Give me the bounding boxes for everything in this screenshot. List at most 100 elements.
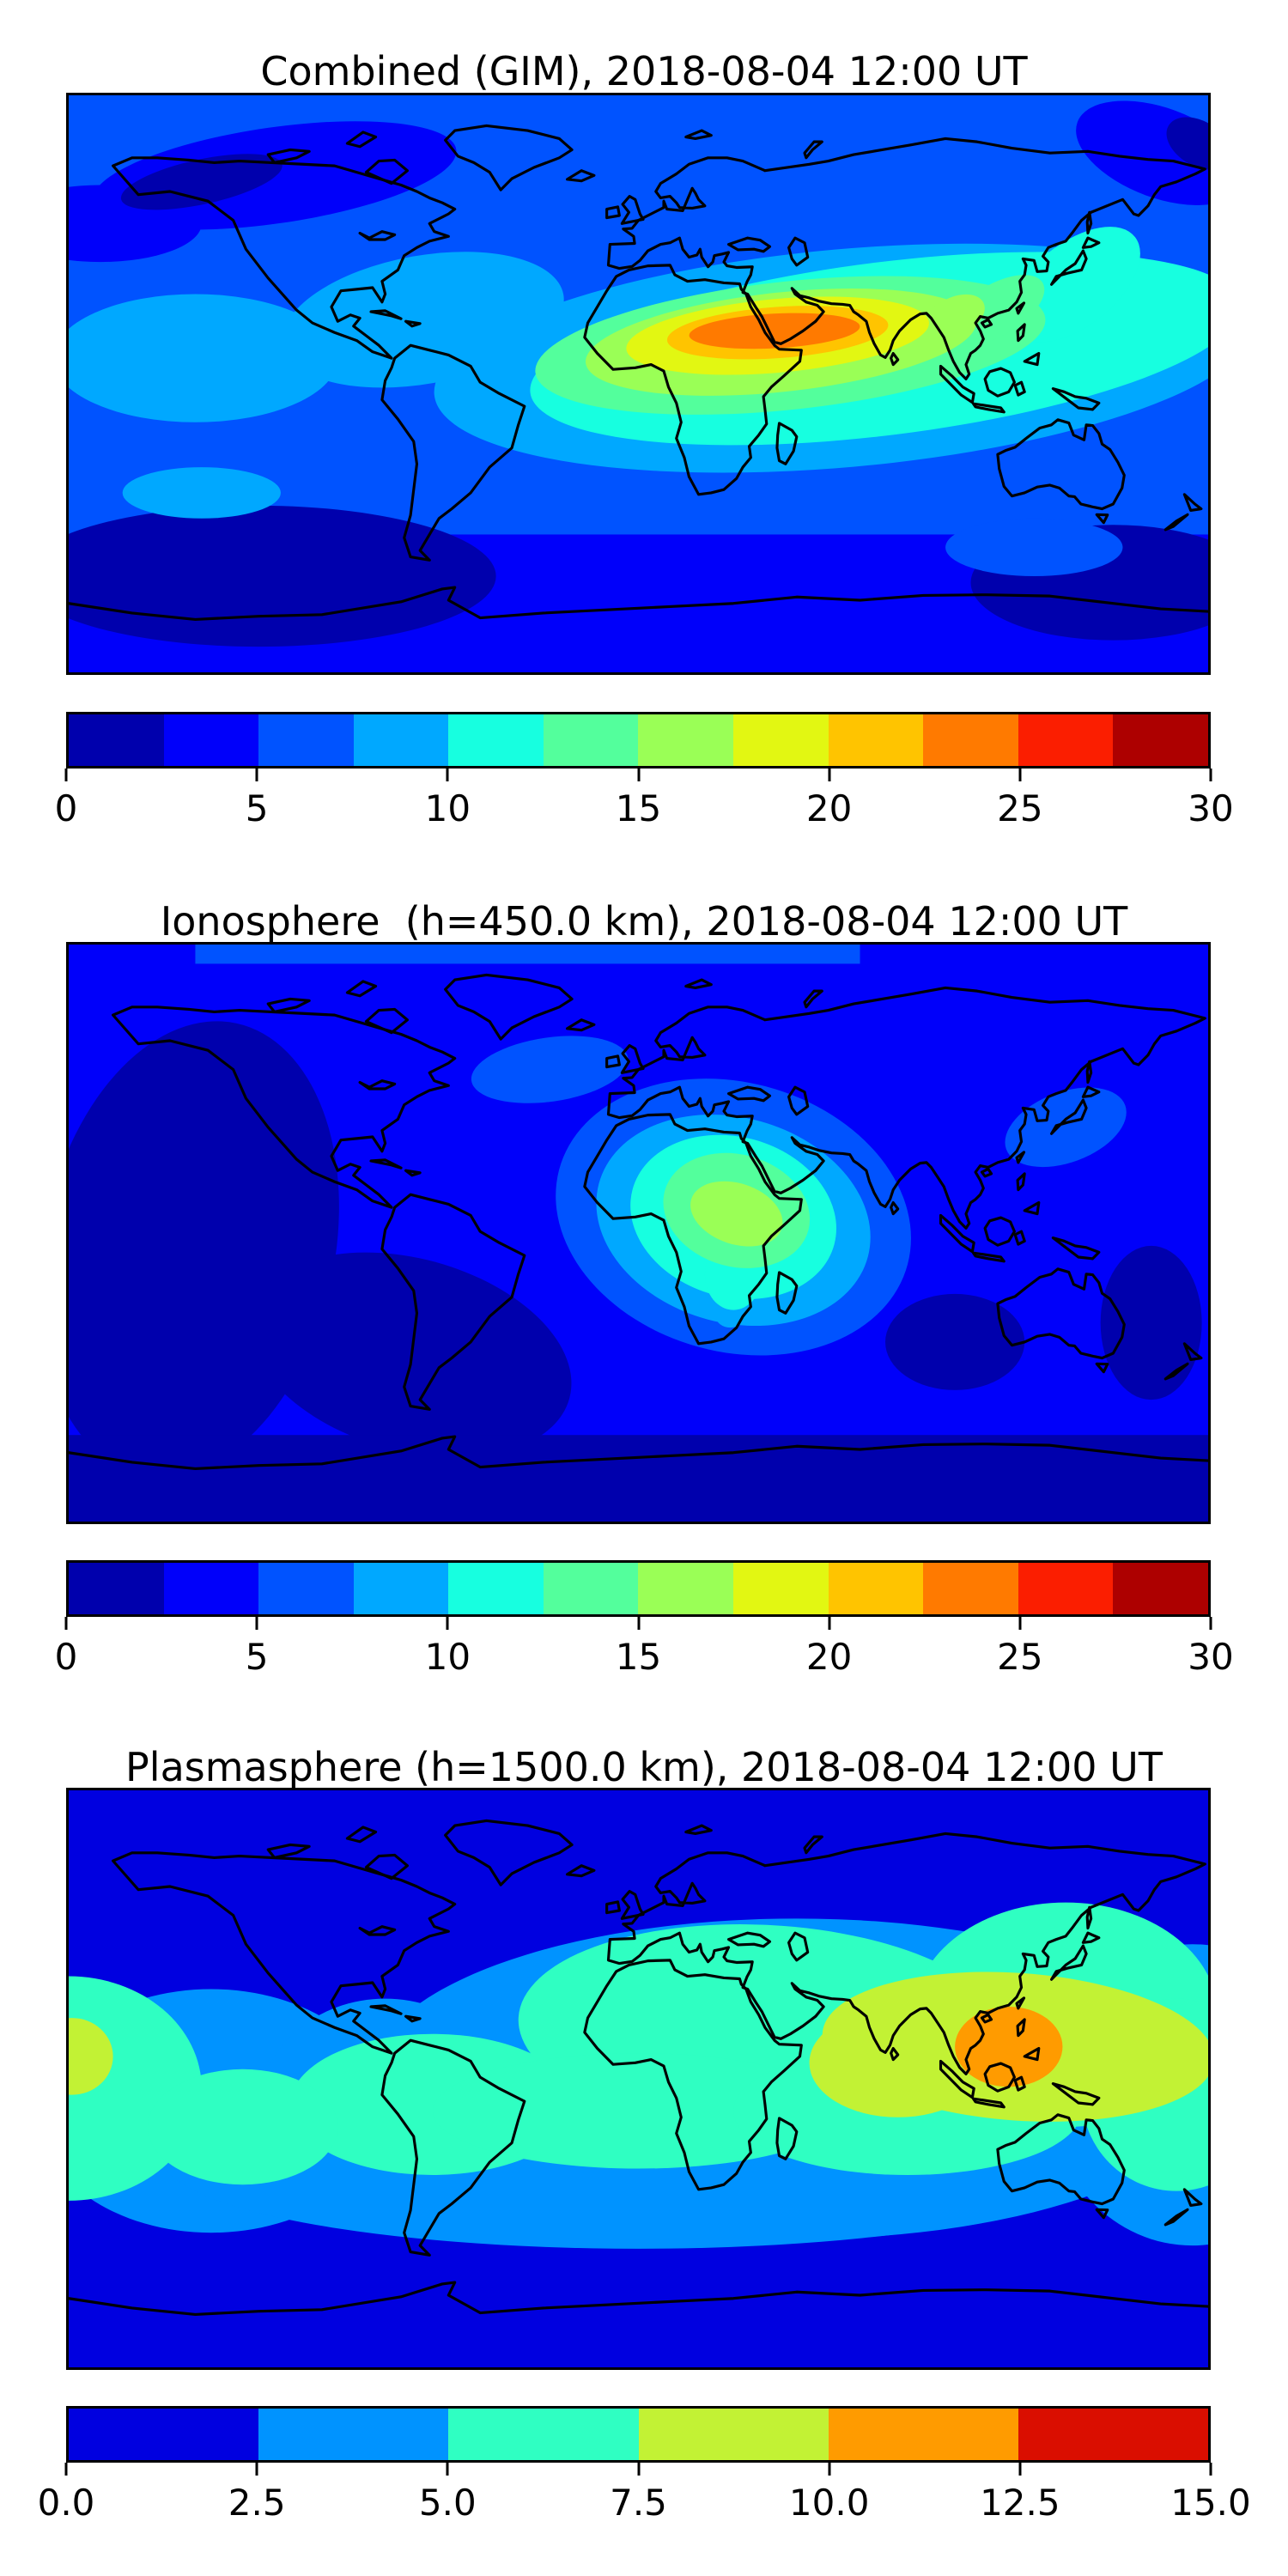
colorbar-tick-mark (255, 769, 258, 781)
colorbar-tick-mark (255, 2463, 258, 2476)
map-ionosphere (66, 942, 1211, 1524)
colorbar-combined (66, 712, 1211, 769)
contour-region (69, 1435, 1208, 1522)
contour-region (1100, 1245, 1202, 1400)
colorbar-tick-mark (446, 2463, 449, 2476)
colorbar-tick-label: 5 (245, 1636, 269, 1678)
contour-region (120, 154, 283, 210)
colorbar-segment (638, 2409, 829, 2460)
colorbar-segment (353, 714, 449, 766)
colorbar-segment (1018, 2409, 1209, 2460)
contour-region (471, 1036, 629, 1103)
contour-region (69, 2018, 113, 2095)
colorbar-tick-label: 2.5 (228, 2482, 286, 2524)
colorbar-combined-labels: 0 5 10 15 20 25 30 (55, 787, 1234, 832)
colorbar-tick-mark (446, 1617, 449, 1630)
colorbar-combined-ticks (64, 769, 1212, 781)
colorbar-plasmasphere-labels: 0.0 2.5 5.0 7.5 10.0 12.5 15.0 (38, 2482, 1251, 2526)
colorbar-tick-mark (1018, 1617, 1022, 1630)
colorbar-tick-label: 30 (1188, 1636, 1234, 1678)
colorbar-segment (733, 1563, 829, 1614)
colorbar-tick-mark (446, 769, 449, 781)
colorbar-tick-label: 25 (997, 1636, 1043, 1678)
colorbar-tick-mark (255, 1617, 258, 1630)
colorbar-tick-label: 15.0 (1170, 2482, 1251, 2524)
contour-region (809, 2008, 987, 2117)
contour-region (148, 2069, 338, 2185)
colorbar-segment (733, 714, 829, 766)
colorbar-tick-label: 10.0 (788, 2482, 870, 2524)
colorbar-tick-mark (1209, 2463, 1212, 2476)
colorbar-tick-label: 25 (997, 787, 1043, 829)
contour-region (195, 945, 860, 964)
contour-region (69, 294, 338, 422)
colorbar-tick-label: 5 (245, 787, 269, 829)
contour-region (1005, 1087, 1127, 1168)
colorbar-segment (448, 1563, 544, 1614)
colorbar-tick-label: 0 (54, 787, 78, 829)
contour-region (715, 1305, 744, 1328)
contour-region (432, 2053, 845, 2169)
colorbar-segment (258, 714, 354, 766)
colorbar-tick-label: 15 (615, 1636, 662, 1678)
colorbar-tick-label: 0 (54, 1636, 78, 1678)
colorbar-segment (163, 714, 259, 766)
contour-region (925, 294, 985, 339)
colorbar-segment (923, 714, 1018, 766)
colorbar-tick-label: 7.5 (610, 2482, 667, 2524)
colorbar-segment (69, 1563, 164, 1614)
colorbar-tick-mark (1018, 769, 1022, 781)
colorbar-plasmasphere (66, 2406, 1211, 2463)
colorbar-segment (448, 714, 544, 766)
colorbar-tick-mark (1018, 2463, 1022, 2476)
colorbar-segment (69, 2409, 259, 2460)
colorbar-segment (638, 714, 734, 766)
map-combined-gim (66, 93, 1211, 675)
colorbar-tick-mark (828, 1617, 831, 1630)
colorbar-tick-label: 0.0 (37, 2482, 95, 2524)
colorbar-segment (258, 1563, 354, 1614)
colorbar-segment (828, 1563, 924, 1614)
colorbar-segment (1113, 1563, 1208, 1614)
colorbar-tick-mark (1209, 1617, 1212, 1630)
colorbar-segment (828, 2409, 1018, 2460)
colorbar-tick-label: 15 (615, 787, 662, 829)
contour-region (690, 1181, 783, 1247)
colorbar-segment (1018, 1563, 1114, 1614)
colorbar-tick-mark (637, 1617, 640, 1630)
contour-region (1166, 117, 1208, 170)
colorbar-tick-mark (64, 769, 68, 781)
colorbar-segment (258, 2409, 449, 2460)
colorbar-segment (828, 714, 924, 766)
colorbar-ionosphere-labels: 0 5 10 15 20 25 30 (55, 1636, 1234, 1680)
colorbar-segment (543, 1563, 639, 1614)
colorbar-tick-label: 20 (805, 787, 853, 829)
map-plasmasphere (66, 1788, 1211, 2370)
colorbar-segment (1113, 714, 1208, 766)
colorbar-tick-mark (828, 769, 831, 781)
colorbar-segment (543, 714, 639, 766)
colorbar-segment (638, 1563, 734, 1614)
contour-region (122, 467, 281, 519)
colorbar-segment (69, 714, 164, 766)
colorbar-tick-mark (1209, 769, 1212, 781)
colorbar-ionosphere-ticks (64, 1617, 1212, 1630)
contour-region (945, 518, 1123, 576)
colorbar-tick-label: 10 (424, 787, 471, 829)
colorbar-segment (353, 1563, 449, 1614)
colorbar-tick-mark (637, 2463, 640, 2476)
colorbar-segment (1018, 714, 1114, 766)
colorbar-tick-mark (64, 2463, 68, 2476)
panel3-title: Plasmasphere (h=1500.0 km), 2018-08-04 1… (125, 1744, 1163, 1790)
colorbar-tick-label: 12.5 (980, 2482, 1060, 2524)
colorbar-plasmasphere-ticks (64, 2463, 1212, 2476)
colorbar-segment (163, 1563, 259, 1614)
colorbar-tick-mark (828, 2463, 831, 2476)
colorbar-tick-label: 5.0 (418, 2482, 477, 2524)
colorbar-tick-label: 20 (805, 1636, 853, 1678)
colorbar-tick-mark (637, 769, 640, 781)
colorbar-tick-label: 30 (1188, 787, 1234, 829)
panel2-title: Ionosphere (h=450.0 km), 2018-08-04 12:0… (160, 898, 1128, 945)
contour-region (885, 1293, 1025, 1390)
